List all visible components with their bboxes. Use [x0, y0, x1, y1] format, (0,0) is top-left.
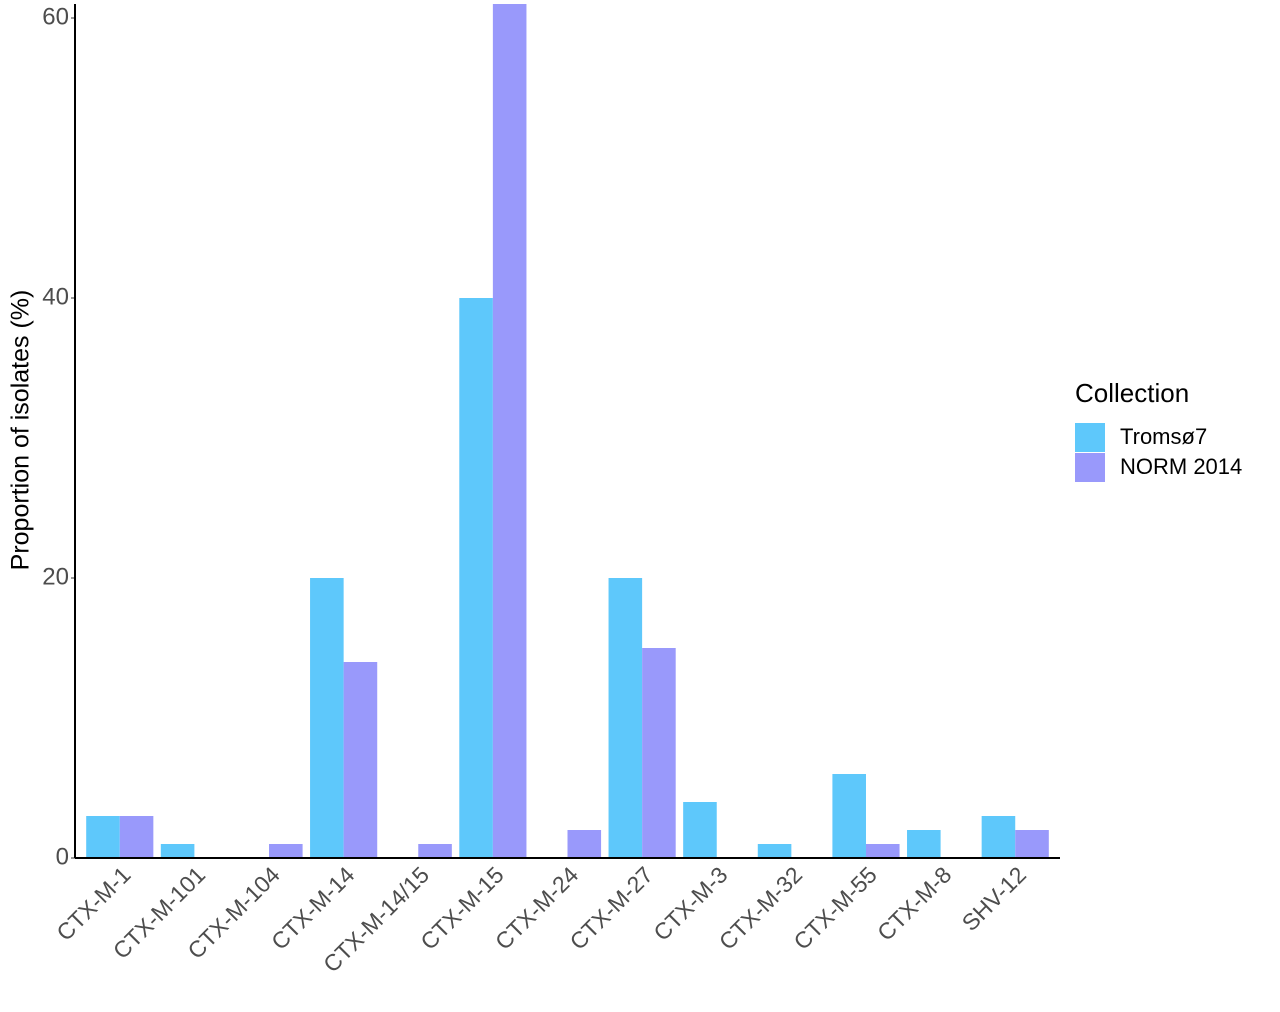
bar [567, 830, 602, 858]
y-axis-label: Proportion of isolates (%) [7, 290, 35, 571]
legend-label: NORM 2014 [1120, 454, 1242, 479]
bar [418, 844, 452, 858]
bar [865, 844, 900, 858]
legend-key [1075, 453, 1105, 482]
bar [310, 578, 344, 858]
bar [907, 830, 941, 858]
legend-title: Collection [1075, 378, 1189, 408]
bar [160, 844, 195, 858]
legend-key [1075, 423, 1105, 452]
x-tick-label: CTX-M-8 [872, 861, 956, 945]
bar [492, 4, 527, 858]
y-tick-label: 0 [56, 843, 69, 870]
bar [86, 816, 120, 858]
x-tick-label: SHV-12 [957, 861, 1031, 935]
bar [757, 844, 792, 858]
bar [459, 298, 493, 858]
bar [683, 802, 717, 858]
y-tick-label: 60 [42, 3, 69, 30]
bar [343, 662, 378, 858]
y-tick-label: 20 [42, 563, 69, 590]
bar [1015, 830, 1049, 858]
bar [269, 844, 303, 858]
bar [642, 648, 676, 858]
legend-label: Tromsø7 [1120, 424, 1207, 449]
bar [119, 816, 154, 858]
y-tick-label: 40 [42, 283, 69, 310]
bar [608, 578, 643, 858]
bar [981, 816, 1016, 858]
bar [832, 774, 866, 858]
